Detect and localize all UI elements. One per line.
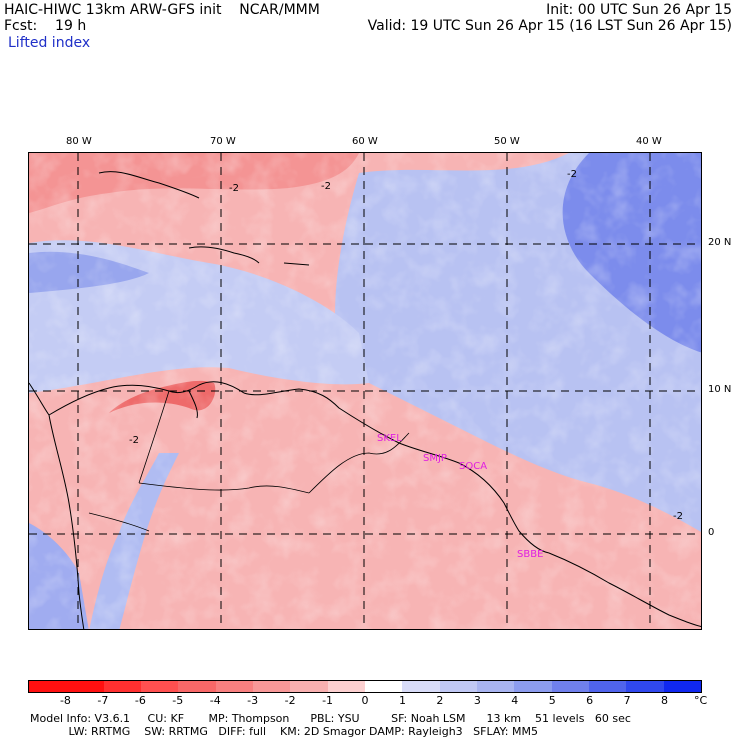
lon-label-70w: 70 W bbox=[210, 136, 236, 147]
colorbar-tick-label: -8 bbox=[59, 694, 71, 707]
colorbar-tick-label: 7 bbox=[623, 694, 631, 707]
colorbar-tick-label: 4 bbox=[511, 694, 519, 707]
colorbar-labels: -8 -7 -6 -5 -4 -3 -2 -1 0 1 2 3 4 5 6 7 8 bbox=[28, 695, 702, 707]
colorbar-tick-label: -6 bbox=[134, 694, 146, 707]
stations: SKEL SMJP SOCA SBBE bbox=[377, 433, 543, 560]
colorbar-swatch bbox=[66, 681, 104, 692]
colorbar-swatch bbox=[476, 681, 515, 692]
coast-puertorico bbox=[283, 262, 310, 266]
colorbar-tick-label: -7 bbox=[97, 694, 109, 707]
contour-label: -2 bbox=[567, 169, 577, 180]
colorbar-tick-label: 3 bbox=[473, 694, 481, 707]
lat-label-20n: 20 N bbox=[708, 237, 732, 248]
colorbar-swatch bbox=[364, 681, 403, 692]
colorbar-swatch bbox=[663, 681, 701, 692]
init-time: Init: 00 UTC Sun 26 Apr 15 bbox=[546, 2, 732, 18]
colorbar-tick-label: 1 bbox=[398, 694, 406, 707]
colorbar-swatch bbox=[178, 681, 216, 692]
field-name: Lifted index bbox=[8, 35, 91, 51]
colorbar-swatch bbox=[327, 681, 365, 692]
colorbar-swatch bbox=[439, 681, 477, 692]
lon-label-50w: 50 W bbox=[494, 136, 520, 147]
lon-label-60w: 60 W bbox=[352, 136, 378, 147]
coast-cuba bbox=[98, 171, 200, 199]
contour-label: -2 bbox=[229, 183, 239, 194]
grid bbox=[29, 153, 701, 629]
station-skel: SKEL bbox=[377, 433, 402, 444]
colorbar-tick-label: -2 bbox=[284, 694, 296, 707]
valid-time: Valid: 19 UTC Sun 26 Apr 15 (16 LST Sun … bbox=[367, 18, 732, 34]
lifted-index-map: -2 -2 -2 -2 -2 SKEL SMJP SOCA SBBE bbox=[29, 153, 701, 629]
colorbar-tick-label: 8 bbox=[661, 694, 669, 707]
colorbar-swatch bbox=[29, 681, 67, 692]
colorbar-swatch bbox=[215, 681, 253, 692]
coast-lake-maracaibo bbox=[188, 390, 198, 419]
colorbar-swatch bbox=[252, 681, 291, 692]
contour-label: -2 bbox=[321, 181, 331, 192]
colorbar-tick-label: 0 bbox=[361, 694, 369, 707]
colorbar-swatch bbox=[551, 681, 589, 692]
station-smjp: SMJP bbox=[423, 453, 447, 464]
contour-label: -2 bbox=[673, 511, 683, 522]
coast-brazil-north bbox=[548, 552, 701, 628]
lat-label-eq: 0 bbox=[708, 527, 715, 538]
forecast-hour: Fcst: 19 h bbox=[4, 18, 87, 34]
coast-pacific bbox=[48, 414, 85, 629]
contour-label: -2 bbox=[129, 435, 139, 446]
coastlines bbox=[29, 171, 701, 629]
colorbar-swatch bbox=[402, 681, 440, 692]
colorbar-swatch bbox=[588, 681, 627, 692]
colorbar-tick-label: -1 bbox=[322, 694, 334, 707]
model-info-line1: Model Info: V3.6.1 CU: KF MP: Thompson P… bbox=[30, 712, 631, 725]
station-soca: SOCA bbox=[459, 461, 487, 472]
colorbar-tick-label: 6 bbox=[586, 694, 594, 707]
lat-label-10n: 10 N bbox=[708, 384, 732, 395]
model-title: HAIC-HIWC 13km ARW-GFS init NCAR/MMM bbox=[4, 2, 320, 18]
colorbar-swatch bbox=[626, 681, 664, 692]
colorbar-tick-label: 5 bbox=[548, 694, 556, 707]
colorbar-unit: °C bbox=[694, 694, 708, 707]
colorbar-swatch bbox=[290, 681, 328, 692]
map-panel: -2 -2 -2 -2 -2 SKEL SMJP SOCA SBBE bbox=[28, 152, 702, 630]
colorbar-tick-label: -5 bbox=[172, 694, 184, 707]
colorbar bbox=[28, 680, 702, 693]
colorbar-tick-label: -3 bbox=[247, 694, 259, 707]
coast-central-america bbox=[29, 382, 50, 416]
colorbar-tick-label: -4 bbox=[209, 694, 221, 707]
colorbar-swatch bbox=[514, 681, 552, 692]
colorbar-tick-label: 2 bbox=[436, 694, 444, 707]
borders bbox=[88, 390, 410, 532]
station-sbbe: SBBE bbox=[517, 549, 543, 560]
coast-hispaniola bbox=[188, 246, 260, 264]
model-info-line2: LW: RRTMG SW: RRTMG DIFF: full KM: 2D Sm… bbox=[30, 725, 538, 738]
lon-label-80w: 80 W bbox=[66, 136, 92, 147]
colorbar-swatch bbox=[140, 681, 179, 692]
colorbar-swatch bbox=[103, 681, 141, 692]
coast-south-america-north bbox=[48, 381, 550, 554]
lon-label-40w: 40 W bbox=[636, 136, 662, 147]
